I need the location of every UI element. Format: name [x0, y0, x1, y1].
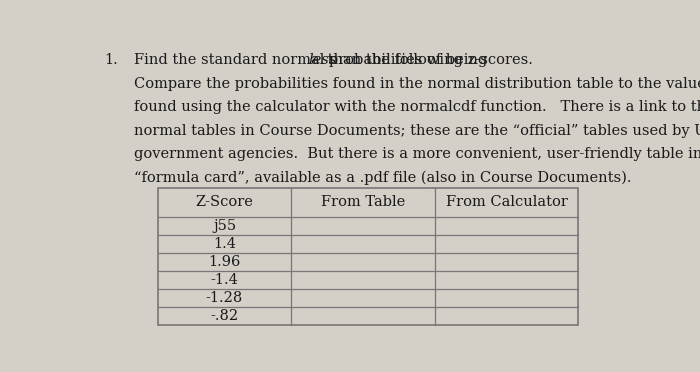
Text: -1.28: -1.28 [206, 291, 243, 305]
Bar [158, 188, 578, 326]
Text: 1.4: 1.4 [213, 237, 236, 251]
Text: less: less [308, 53, 336, 67]
Text: Z-Score: Z-Score [195, 195, 253, 209]
Text: government agencies.  But there is a more convenient, user-friendly table in the: government agencies. But there is a more… [134, 147, 700, 161]
Text: 1.: 1. [104, 53, 118, 67]
Text: “formula card”, available as a .pdf file (also in Course Documents).: “formula card”, available as a .pdf file… [134, 171, 631, 185]
Text: j55: j55 [213, 219, 236, 233]
Text: Compare the probabilities found in the normal distribution table to the values: Compare the probabilities found in the n… [134, 77, 700, 91]
Text: -.82: -.82 [211, 309, 239, 323]
Text: 1.96: 1.96 [209, 255, 241, 269]
Text: normal tables in Course Documents; these are the “official” tables used by U.S.: normal tables in Course Documents; these… [134, 124, 700, 138]
Text: found using the calculator with the normalcdf function.   There is a link to the: found using the calculator with the norm… [134, 100, 700, 114]
Text: -1.4: -1.4 [211, 273, 239, 287]
Text: Find the standard normal probabilities of being: Find the standard normal probabilities o… [134, 53, 491, 67]
Text: than the following z-scores.: than the following z-scores. [323, 53, 533, 67]
Text: From Calculator: From Calculator [446, 195, 568, 209]
Text: From Table: From Table [321, 195, 405, 209]
